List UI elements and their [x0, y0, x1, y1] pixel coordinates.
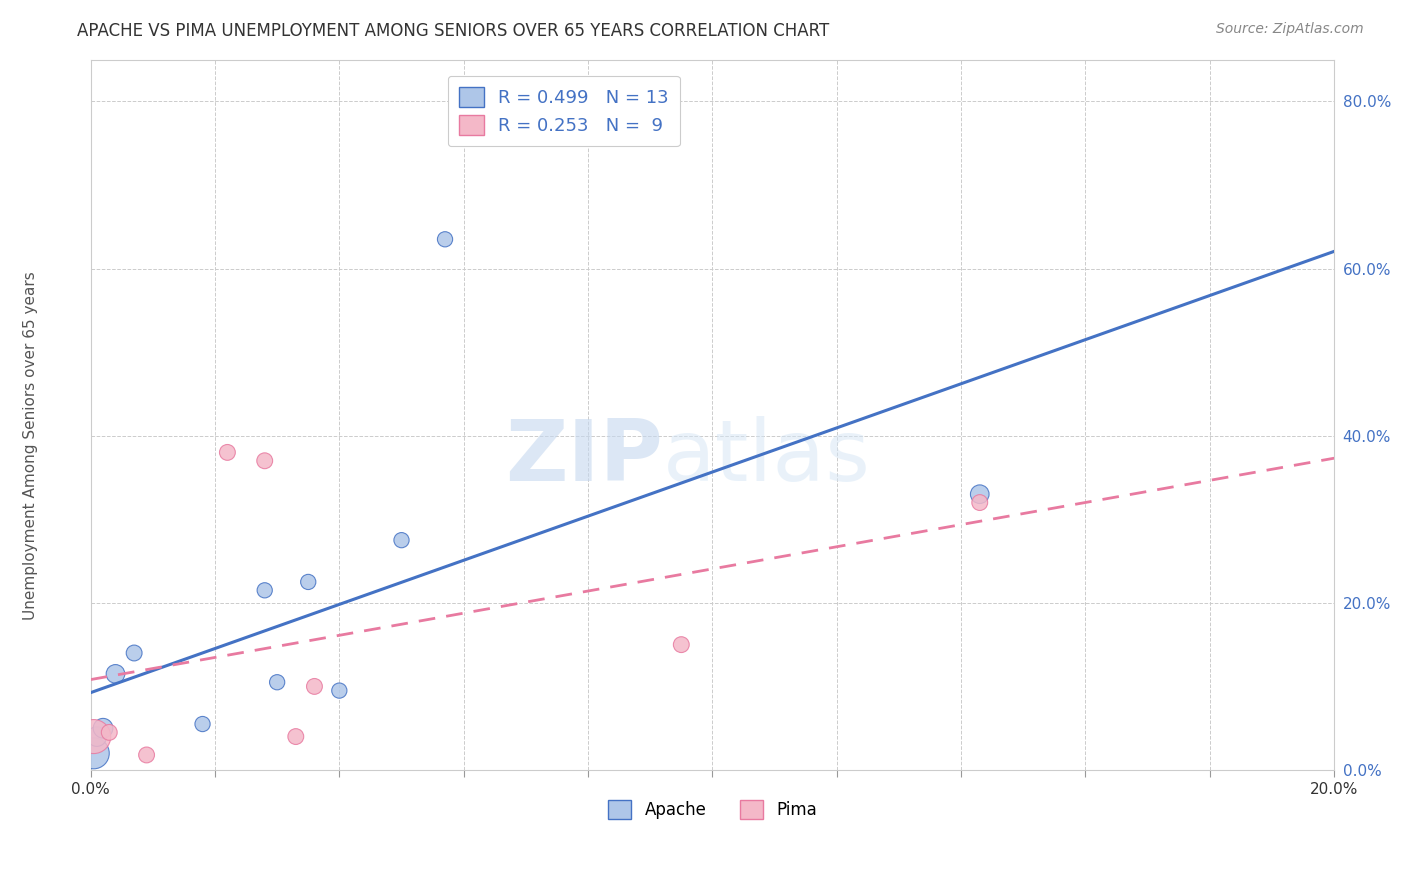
Point [104, 666, 127, 681]
Legend: Apache, Pima: Apache, Pima [602, 793, 824, 826]
Point [191, 717, 214, 731]
Point [266, 675, 288, 690]
Point [83, 746, 105, 760]
Point [284, 730, 307, 744]
Point [122, 646, 145, 660]
Text: APACHE VS PIMA UNEMPLOYMENT AMONG SENIORS OVER 65 YEARS CORRELATION CHART: APACHE VS PIMA UNEMPLOYMENT AMONG SENIOR… [77, 22, 830, 40]
Text: Source: ZipAtlas.com: Source: ZipAtlas.com [1216, 22, 1364, 37]
Point [83, 730, 105, 744]
Point [91, 721, 114, 735]
Text: ZIP: ZIP [505, 416, 662, 499]
Point [217, 445, 239, 459]
Point [135, 747, 157, 762]
Point [253, 583, 276, 598]
Point [98, 725, 121, 739]
Point [304, 680, 326, 694]
Text: atlas: atlas [662, 416, 870, 499]
Point [328, 683, 350, 698]
Point [671, 638, 693, 652]
Point [391, 533, 413, 548]
Point [434, 232, 457, 246]
Text: Unemployment Among Seniors over 65 years: Unemployment Among Seniors over 65 years [24, 272, 38, 620]
Point [86, 730, 108, 744]
Point [969, 495, 991, 509]
Point [297, 574, 319, 589]
Point [253, 454, 276, 468]
Point [969, 487, 991, 501]
